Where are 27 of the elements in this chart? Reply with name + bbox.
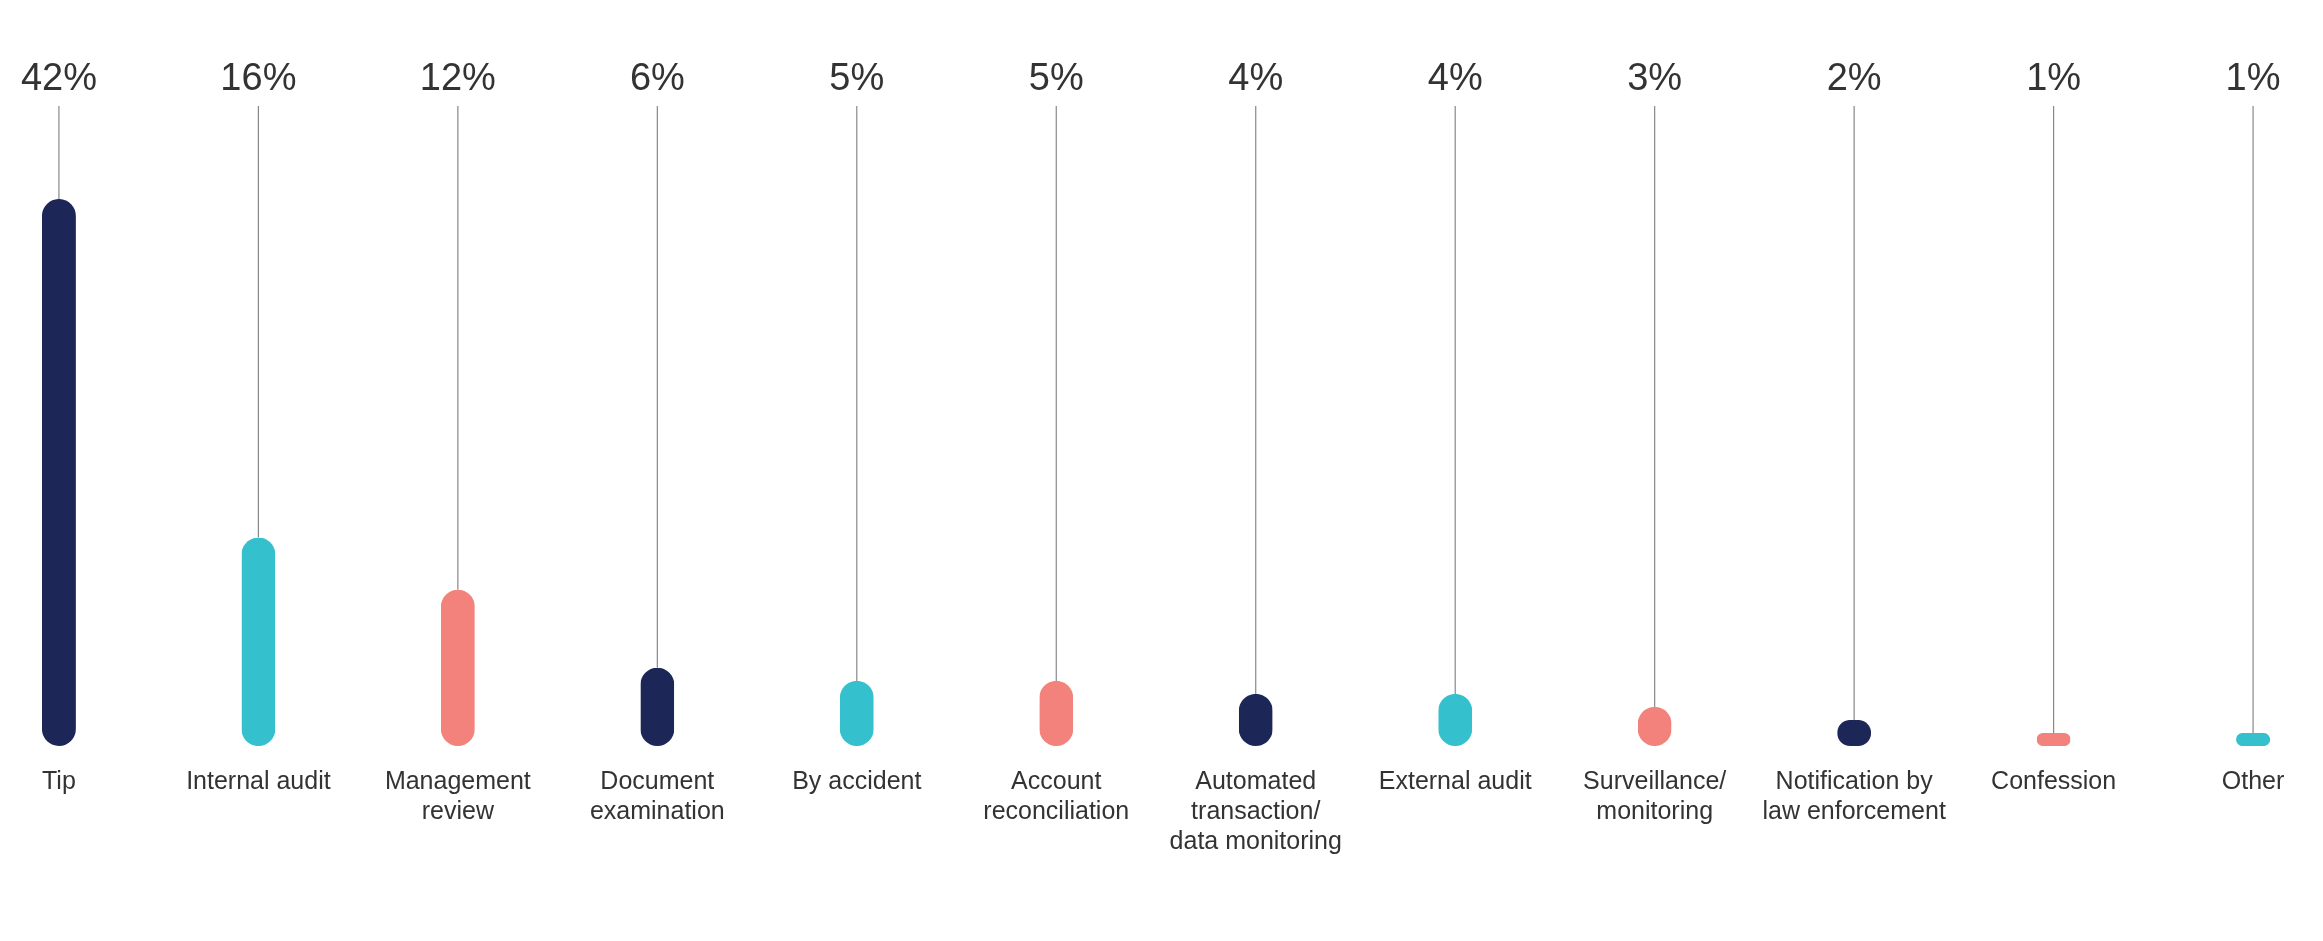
x-tick-label: Surveillance/ monitoring [1583, 765, 1727, 824]
data-label: 4% [1427, 56, 1483, 98]
data-label: 16% [220, 56, 297, 98]
data-label: 42% [20, 56, 97, 98]
x-tick-label: Notification by law enforcement [1762, 765, 1946, 824]
x-tick-label: Management review [384, 765, 531, 824]
x-tick-label: Confession [1991, 765, 2117, 794]
x-tick-label: External audit [1378, 765, 1532, 794]
data-label: 2% [1826, 56, 1882, 98]
bar [241, 537, 276, 746]
x-tick-label: Other [2221, 765, 2285, 794]
x-tick-label: By accident [792, 765, 922, 794]
x-tick-label: Account reconciliation [983, 765, 1130, 824]
x-tick-label: Document examination [589, 765, 725, 824]
data-label: 4% [1228, 56, 1284, 98]
data-label: 1% [2225, 56, 2281, 98]
data-label: 1% [2026, 56, 2082, 98]
data-label: 12% [419, 56, 496, 98]
data-label: 5% [1028, 56, 1084, 98]
data-label: 3% [1627, 56, 1683, 98]
x-tick-label: Automated transaction/ data monitoring [1169, 765, 1342, 854]
x-tick-label: Internal audit [186, 765, 331, 794]
bar [41, 198, 76, 746]
x-tick-label: Tip [42, 765, 76, 794]
data-label: 6% [629, 56, 685, 98]
data-label: 5% [829, 56, 885, 98]
bar [440, 589, 475, 746]
